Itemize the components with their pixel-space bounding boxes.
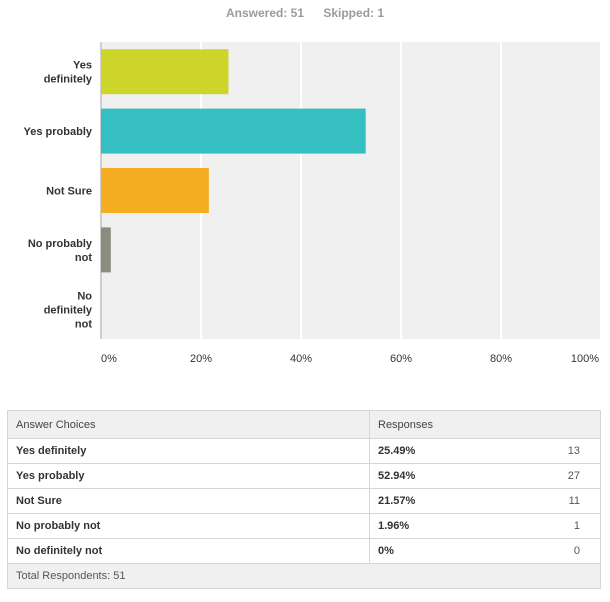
count-cell: 1 [536, 513, 601, 539]
category-label: Yes [73, 60, 92, 72]
category-label: definitely [44, 74, 93, 86]
skipped-count: Skipped: 1 [323, 6, 385, 20]
bar-chart: Yes definitely Yes probably Not Sure No prob… [24, 42, 602, 365]
choice-cell: Yes definitely [7, 438, 370, 464]
answered-count: Answered: 51 [225, 6, 304, 20]
percent-cell: 1.96% [369, 513, 536, 539]
x-tick-label: 40% [290, 353, 312, 365]
x-tick-label: 60% [390, 353, 412, 365]
table-row: Yes probably 52.94% 27 [7, 463, 601, 489]
header-responses: Responses [369, 410, 601, 439]
table-row: No probably not 1.96% 1 [7, 513, 601, 539]
category-label: No [77, 290, 92, 302]
tick-labels: 0% 20% 40% 60% 80% 100% [101, 353, 599, 365]
response-table: Answer Choices Responses Yes definitely 2… [7, 410, 601, 589]
count-cell: 13 [536, 438, 601, 464]
category-label: Yes probably [24, 126, 93, 138]
choice-cell: Not Sure [7, 488, 370, 514]
percent-cell: 21.57% [369, 488, 536, 514]
header-answer-choices: Answer Choices [7, 410, 370, 439]
category-label: No probably [28, 238, 93, 250]
x-tick-label: 80% [490, 353, 512, 365]
response-summary: Answered: 51 Skipped: 1 [0, 6, 610, 20]
category-label: Not Sure [46, 186, 92, 198]
category-labels: Yes definitely Yes probably Not Sure No prob… [24, 60, 93, 331]
percent-cell: 25.49% [369, 438, 536, 464]
x-tick-label: 0% [101, 353, 117, 365]
count-cell: 0 [536, 538, 601, 564]
percent-cell: 0% [369, 538, 536, 564]
x-tick-label: 20% [190, 353, 212, 365]
bar [101, 227, 111, 273]
table-footer-row: Total Respondents: 51 [7, 563, 601, 589]
bar [101, 49, 229, 95]
choice-cell: Yes probably [7, 463, 370, 489]
choice-cell: No definitely not [7, 538, 370, 564]
bar [101, 108, 366, 154]
percent-cell: 52.94% [369, 463, 536, 489]
choice-cell: No probably not [7, 513, 370, 539]
total-respondents: Total Respondents: 51 [7, 563, 601, 589]
bars [101, 49, 366, 273]
category-label: definitely [44, 304, 93, 316]
bar [101, 168, 209, 213]
table-row: Yes definitely 25.49% 13 [7, 438, 601, 464]
table-row: Not Sure 21.57% 11 [7, 488, 601, 514]
count-cell: 27 [536, 463, 601, 489]
count-cell: 11 [536, 488, 601, 514]
table-header-row: Answer Choices Responses [7, 410, 601, 439]
table-row: No definitely not 0% 0 [7, 538, 601, 564]
x-tick-label: 100% [571, 353, 599, 365]
category-label: not [75, 318, 92, 330]
category-label: not [75, 252, 92, 264]
